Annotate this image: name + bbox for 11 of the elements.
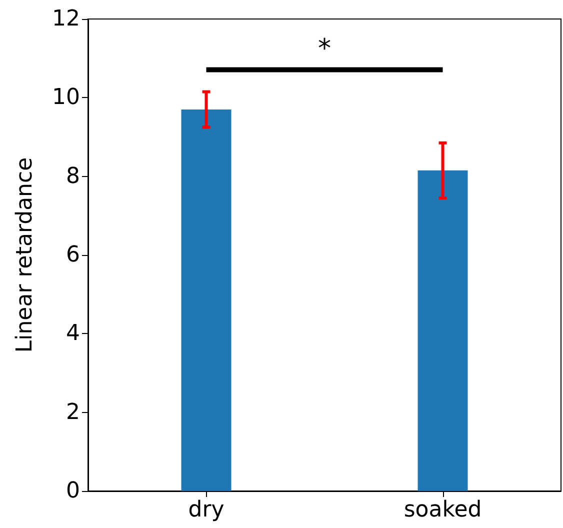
y-tick-label: 6 — [66, 242, 80, 268]
y-tick-label: 8 — [66, 164, 80, 189]
x-tick-label: dry — [188, 498, 224, 522]
y-axis-title: Linear retardance — [12, 157, 38, 353]
annotation: * — [318, 34, 331, 64]
y-tick-label: 0 — [66, 478, 80, 504]
y-tick-label: 10 — [52, 85, 80, 110]
x-tick-label: soaked — [404, 498, 482, 522]
y-tick-label: 4 — [66, 321, 80, 346]
y-tick-label: 12 — [52, 6, 80, 32]
y-tick-label: 2 — [66, 400, 80, 425]
